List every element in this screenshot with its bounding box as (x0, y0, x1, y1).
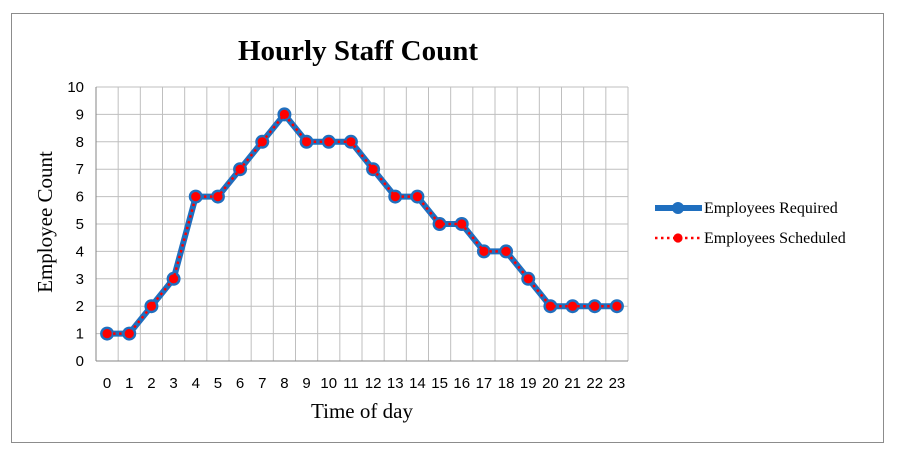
data-point (434, 219, 445, 229)
x-tick-label: 16 (453, 375, 470, 392)
data-point (191, 192, 201, 202)
data-point (346, 137, 356, 147)
x-tick-label: 7 (258, 375, 266, 392)
series-line (107, 112, 617, 335)
data-point (545, 301, 556, 311)
axes (95, 87, 628, 362)
data-point (412, 192, 423, 202)
x-tick-label: 11 (343, 375, 359, 392)
x-tick-label: 17 (476, 375, 493, 392)
series-employees-scheduled (102, 109, 622, 339)
data-point (102, 329, 112, 339)
y-tick-label: 10 (67, 79, 84, 96)
y-tick-label: 6 (76, 189, 84, 206)
y-tick-label: 5 (76, 216, 84, 233)
legend-swatch-marker (672, 202, 684, 214)
x-tick-label: 5 (214, 375, 222, 392)
data-point (324, 137, 334, 147)
legend-label: Employees Scheduled (704, 230, 846, 247)
x-tick-label: 9 (302, 375, 310, 392)
data-point (567, 301, 578, 311)
data-point (457, 219, 467, 229)
x-tick-label: 8 (280, 375, 288, 392)
x-tick-label: 2 (147, 375, 155, 392)
legend: Employees Required Employees Scheduled (655, 200, 846, 247)
data-point (301, 137, 312, 147)
x-tick-label: 4 (192, 375, 200, 392)
x-tick-label: 12 (365, 375, 382, 392)
x-tick-label: 19 (520, 375, 537, 392)
legend-swatch-marker (673, 233, 683, 243)
x-tick-label: 3 (169, 375, 177, 392)
data-point (168, 274, 179, 284)
y-tick-label: 0 (76, 353, 84, 370)
y-axis-label: Employee Count (33, 151, 57, 293)
x-tick-label: 20 (542, 375, 559, 392)
data-point (146, 301, 157, 311)
y-tick-label: 4 (76, 243, 84, 260)
y-tick-label: 7 (76, 161, 84, 178)
y-tick-label: 3 (76, 271, 84, 288)
x-tick-label: 0 (103, 375, 111, 392)
data-point (279, 109, 290, 119)
data-point (257, 137, 267, 147)
data-point (124, 329, 134, 339)
data-point (523, 274, 533, 284)
y-tick-label: 8 (76, 134, 84, 151)
data-point (590, 301, 600, 311)
series-layer (100, 107, 624, 341)
data-point (479, 246, 489, 256)
data-point (501, 246, 511, 256)
x-tick-label: 6 (236, 375, 244, 392)
data-point (390, 192, 400, 202)
x-tick-label: 1 (125, 375, 133, 392)
y-tick-label: 2 (76, 298, 84, 315)
data-point (612, 301, 622, 311)
x-axis-label: Time of day (311, 399, 413, 423)
y-tick-label: 9 (76, 106, 84, 123)
x-tick-label: 13 (387, 375, 404, 392)
data-point (368, 164, 378, 174)
data-point (235, 164, 245, 174)
x-tick-label: 14 (409, 375, 426, 392)
y-tick-labels: 0 1 2 3 4 5 6 7 8 9 10 (67, 79, 84, 370)
grid (95, 86, 629, 362)
x-tick-label: 22 (586, 375, 603, 392)
x-tick-label: 21 (564, 375, 581, 392)
y-tick-label: 1 (76, 326, 84, 343)
x-tick-label: 15 (431, 375, 448, 392)
chart-title: Hourly Staff Count (238, 35, 478, 67)
data-point (213, 192, 223, 202)
x-tick-label: 10 (320, 375, 337, 392)
x-tick-label: 23 (609, 375, 626, 392)
x-tick-labels: 0 1 2 3 4 5 6 7 8 9 10 11 12 13 14 15 16 17 18 19 20 21 22 23 (103, 375, 625, 392)
legend-label: Employees Required (704, 200, 838, 217)
chart-frame (11, 13, 884, 443)
x-tick-label: 18 (498, 375, 515, 392)
